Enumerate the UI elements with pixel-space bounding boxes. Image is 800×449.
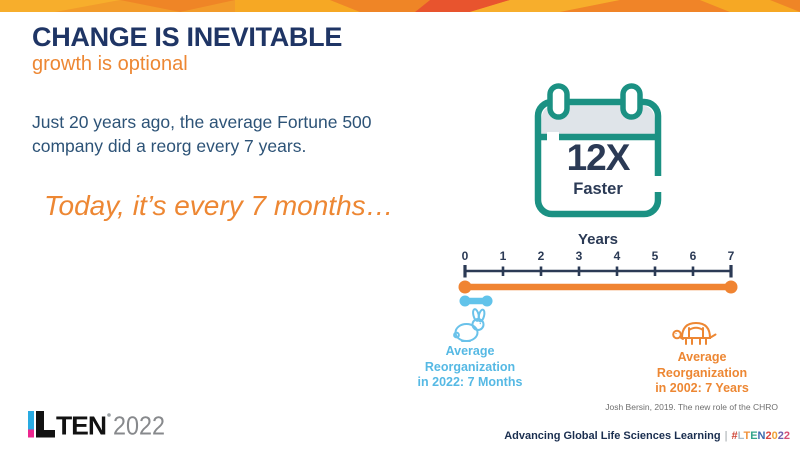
slow-annotation-line2: Reorganization <box>656 365 748 380</box>
tagline-text: Today, it’s every 7 months… <box>44 190 394 221</box>
slow-annotation-line1: Average <box>677 350 727 364</box>
turtle-icon <box>672 321 717 345</box>
top-mosaic-bar <box>0 0 800 12</box>
citation-text: Josh Bersin, 2019. The new role of the C… <box>605 402 778 412</box>
timeline-chart: 0 1 2 3 4 5 6 7 <box>458 249 738 307</box>
hashtag-char: 2 <box>783 430 790 442</box>
hashtag-text: #LTEN2022 <box>731 430 790 442</box>
registered-mark-dot <box>107 413 111 417</box>
hashtag-char: 2 <box>777 430 784 442</box>
calendar-label: Faster <box>573 180 623 198</box>
lten-logo: TEN 2022 <box>28 411 165 438</box>
calendar-icon <box>534 83 663 218</box>
svg-text:1: 1 <box>500 249 507 263</box>
svg-text:5: 5 <box>652 249 659 263</box>
fast-annotation-line2: Reorganization <box>424 359 516 374</box>
svg-text:3: 3 <box>576 249 583 263</box>
hashtag-char: N <box>757 430 766 442</box>
body-line-2: company did a reorg every 7 years. <box>32 136 307 156</box>
hashtag-char: T <box>743 430 751 442</box>
body-text: Just 20 years ago, the average Fortune 5… <box>32 110 372 158</box>
body-line-1: Just 20 years ago, the average Fortune 5… <box>32 112 372 132</box>
svg-text:0: 0 <box>462 249 469 263</box>
svg-text:7: 7 <box>728 249 735 263</box>
calendar-badge: 12X Faster <box>528 82 668 222</box>
pipe-separator: | <box>724 430 728 442</box>
fast-annotation: Average Reorganization in 2022: 7 Months <box>400 344 540 391</box>
slide-subtitle: growth is optional <box>32 53 188 75</box>
logo-ten-text: TEN <box>56 411 106 438</box>
rabbit-icon <box>453 308 486 342</box>
footer-line: Advancing Global Life Sciences Learning |… <box>504 430 790 442</box>
hashtag-char: 0 <box>771 430 778 442</box>
fast-annotation-line3: in 2022: 7 Months <box>417 375 523 389</box>
hashtag-char: L <box>737 430 744 442</box>
hashtag-char: E <box>750 430 758 442</box>
svg-text:4: 4 <box>614 249 621 263</box>
fast-annotation-line1: Average <box>445 344 495 358</box>
calendar-multiplier: 12X <box>566 137 631 178</box>
years-axis-title: Years <box>577 231 619 248</box>
slide-title: CHANGE IS INEVITABLE <box>32 22 343 52</box>
hashtag-char: # <box>731 430 738 442</box>
logo-year: 2022 <box>113 411 165 438</box>
slow-annotation: Average Reorganization in 2002: 7 Years <box>632 350 772 397</box>
hashtag-char: 2 <box>765 430 772 442</box>
svg-text:6: 6 <box>690 249 697 263</box>
svg-text:2: 2 <box>538 249 545 263</box>
slow-annotation-line3: in 2002: 7 Years <box>655 381 749 395</box>
footer-tagline: Advancing Global Life Sciences Learning <box>504 430 721 442</box>
